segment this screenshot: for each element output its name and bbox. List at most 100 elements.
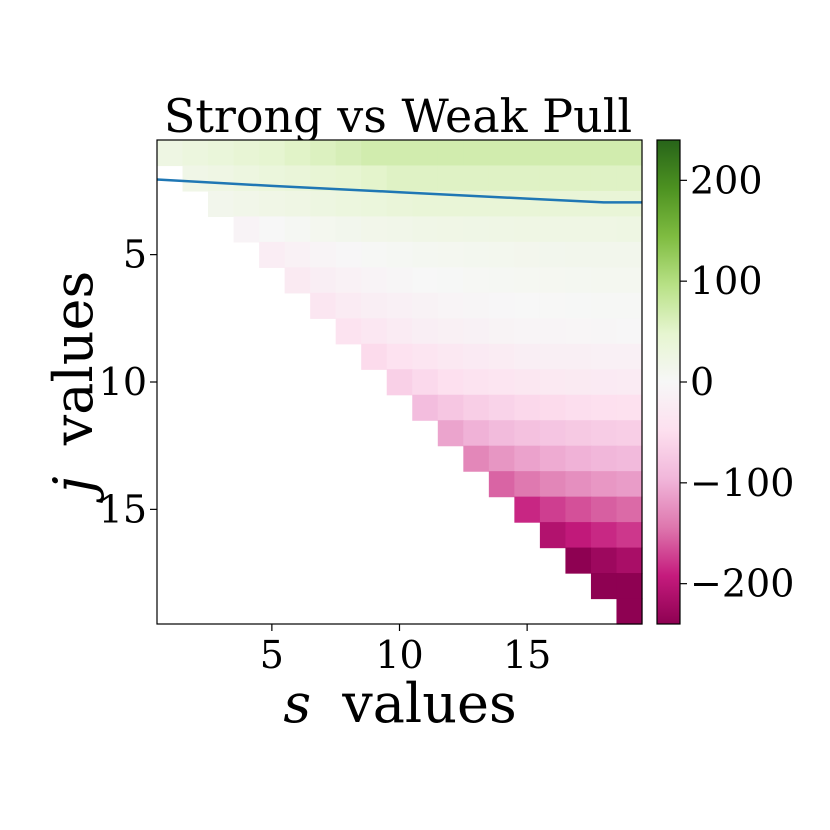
heatmap-cell xyxy=(565,369,592,396)
heatmap-cell xyxy=(233,165,260,192)
heatmap-cell xyxy=(284,140,311,167)
heatmap-cell xyxy=(616,522,643,549)
heatmap-cell xyxy=(565,547,592,574)
heatmap-cell xyxy=(565,318,592,345)
heatmap-cell xyxy=(514,394,541,421)
heatmap-cell xyxy=(386,216,413,243)
heatmap-cell xyxy=(488,165,515,192)
heatmap-cell xyxy=(514,445,541,472)
heatmap-cell xyxy=(590,318,618,345)
heatmap-cell xyxy=(488,445,515,472)
heatmap-cell xyxy=(514,216,541,243)
line-series xyxy=(156,178,642,204)
heatmap-cell xyxy=(488,140,515,167)
heatmap-cell xyxy=(386,267,413,294)
heatmap-cell xyxy=(539,292,567,319)
heatmap-cell xyxy=(284,241,311,268)
heatmap-cell xyxy=(616,292,643,319)
heatmap-cell xyxy=(514,369,541,396)
heatmap-cell xyxy=(488,369,515,396)
heatmap-cell xyxy=(565,216,592,243)
heatmap-cell xyxy=(488,394,515,421)
heatmap-cell xyxy=(590,394,618,421)
heatmap-cell xyxy=(335,292,362,319)
heatmap-cell xyxy=(412,292,439,319)
heatmap-cell xyxy=(361,140,388,167)
heatmap-cell xyxy=(386,343,413,370)
heatmap-cell xyxy=(616,598,643,625)
heatmap-cell xyxy=(616,267,643,294)
heatmap-cell xyxy=(361,292,388,319)
heatmap-cell xyxy=(616,471,643,498)
heatmap-cell xyxy=(259,165,286,192)
heatmap-cell xyxy=(335,267,362,294)
heatmap-cell xyxy=(514,420,541,447)
heatmap-cell xyxy=(463,394,490,421)
heatmap-cell xyxy=(463,140,490,167)
heatmap-cell xyxy=(310,267,337,294)
heatmap-cell xyxy=(565,394,592,421)
heatmap-cell xyxy=(463,165,490,192)
heatmap-cell xyxy=(284,190,311,218)
heatmap-cell xyxy=(590,573,618,600)
heatmap-cell xyxy=(361,318,388,345)
heatmap-cell xyxy=(590,522,618,549)
heatmap-cell xyxy=(412,318,439,345)
heatmap-cell xyxy=(182,165,209,192)
heatmap-cell xyxy=(386,165,413,192)
heatmap-cell xyxy=(539,471,567,498)
heatmap-cell xyxy=(412,394,439,421)
heatmap-cell xyxy=(335,318,362,345)
heatmap-cell xyxy=(412,369,439,396)
heatmap-cell xyxy=(514,471,541,498)
heatmap-cell xyxy=(565,445,592,472)
colorbar-tick-label: −100 xyxy=(690,461,794,505)
heatmap-cell xyxy=(488,190,515,218)
heatmap-cell xyxy=(437,216,464,243)
y-axis-label: j values xyxy=(42,271,105,503)
colorbar-tick-label: 100 xyxy=(690,259,763,303)
heatmap-cell xyxy=(565,471,592,498)
heatmap-cell xyxy=(488,241,515,268)
heatmap-cell xyxy=(514,496,541,523)
heatmap-cell xyxy=(437,394,464,421)
heatmap-cell xyxy=(539,394,567,421)
heatmap-cell xyxy=(233,140,260,167)
heatmap-cell xyxy=(335,140,362,167)
heatmap-cells xyxy=(157,140,643,625)
chart-title: Strong vs Weak Pull xyxy=(164,89,632,143)
heatmap-cell xyxy=(616,140,643,167)
heatmap-cell xyxy=(616,369,643,396)
heatmap-cell xyxy=(437,267,464,294)
x-tick-label: 10 xyxy=(375,633,423,677)
heatmap-cell xyxy=(463,445,490,472)
heatmap-cell xyxy=(463,420,490,447)
colorbar-ticks: 200 100 0 −100 −200 xyxy=(680,158,794,606)
heatmap-cell xyxy=(335,216,362,243)
heatmap-cell xyxy=(463,292,490,319)
heatmap-cell xyxy=(539,445,567,472)
heatmap-cell xyxy=(616,420,643,447)
y-axis-label-word: values xyxy=(42,271,105,446)
heatmap-cell xyxy=(259,241,286,268)
heatmap-cell xyxy=(590,343,618,370)
heatmap-cell xyxy=(616,343,643,370)
heatmap-cell xyxy=(565,267,592,294)
heatmap-cell xyxy=(463,267,490,294)
heatmap-cell xyxy=(259,140,286,167)
heatmap-cell xyxy=(437,369,464,396)
heatmap-cell xyxy=(539,343,567,370)
heatmap-cell xyxy=(412,165,439,192)
heatmap-cell xyxy=(437,165,464,192)
heatmap-cell xyxy=(590,216,618,243)
heatmap-cell xyxy=(539,190,567,218)
heatmap-cell xyxy=(335,165,362,192)
heatmap-cell xyxy=(565,190,592,218)
colorbar-tick-label: 0 xyxy=(690,360,714,404)
heatmap-cell xyxy=(310,241,337,268)
heatmap-cell xyxy=(590,547,618,574)
heatmap-cell xyxy=(208,140,235,167)
heatmap-cell xyxy=(386,190,413,218)
x-tick-label: 5 xyxy=(260,633,284,677)
heatmap-cell xyxy=(590,420,618,447)
